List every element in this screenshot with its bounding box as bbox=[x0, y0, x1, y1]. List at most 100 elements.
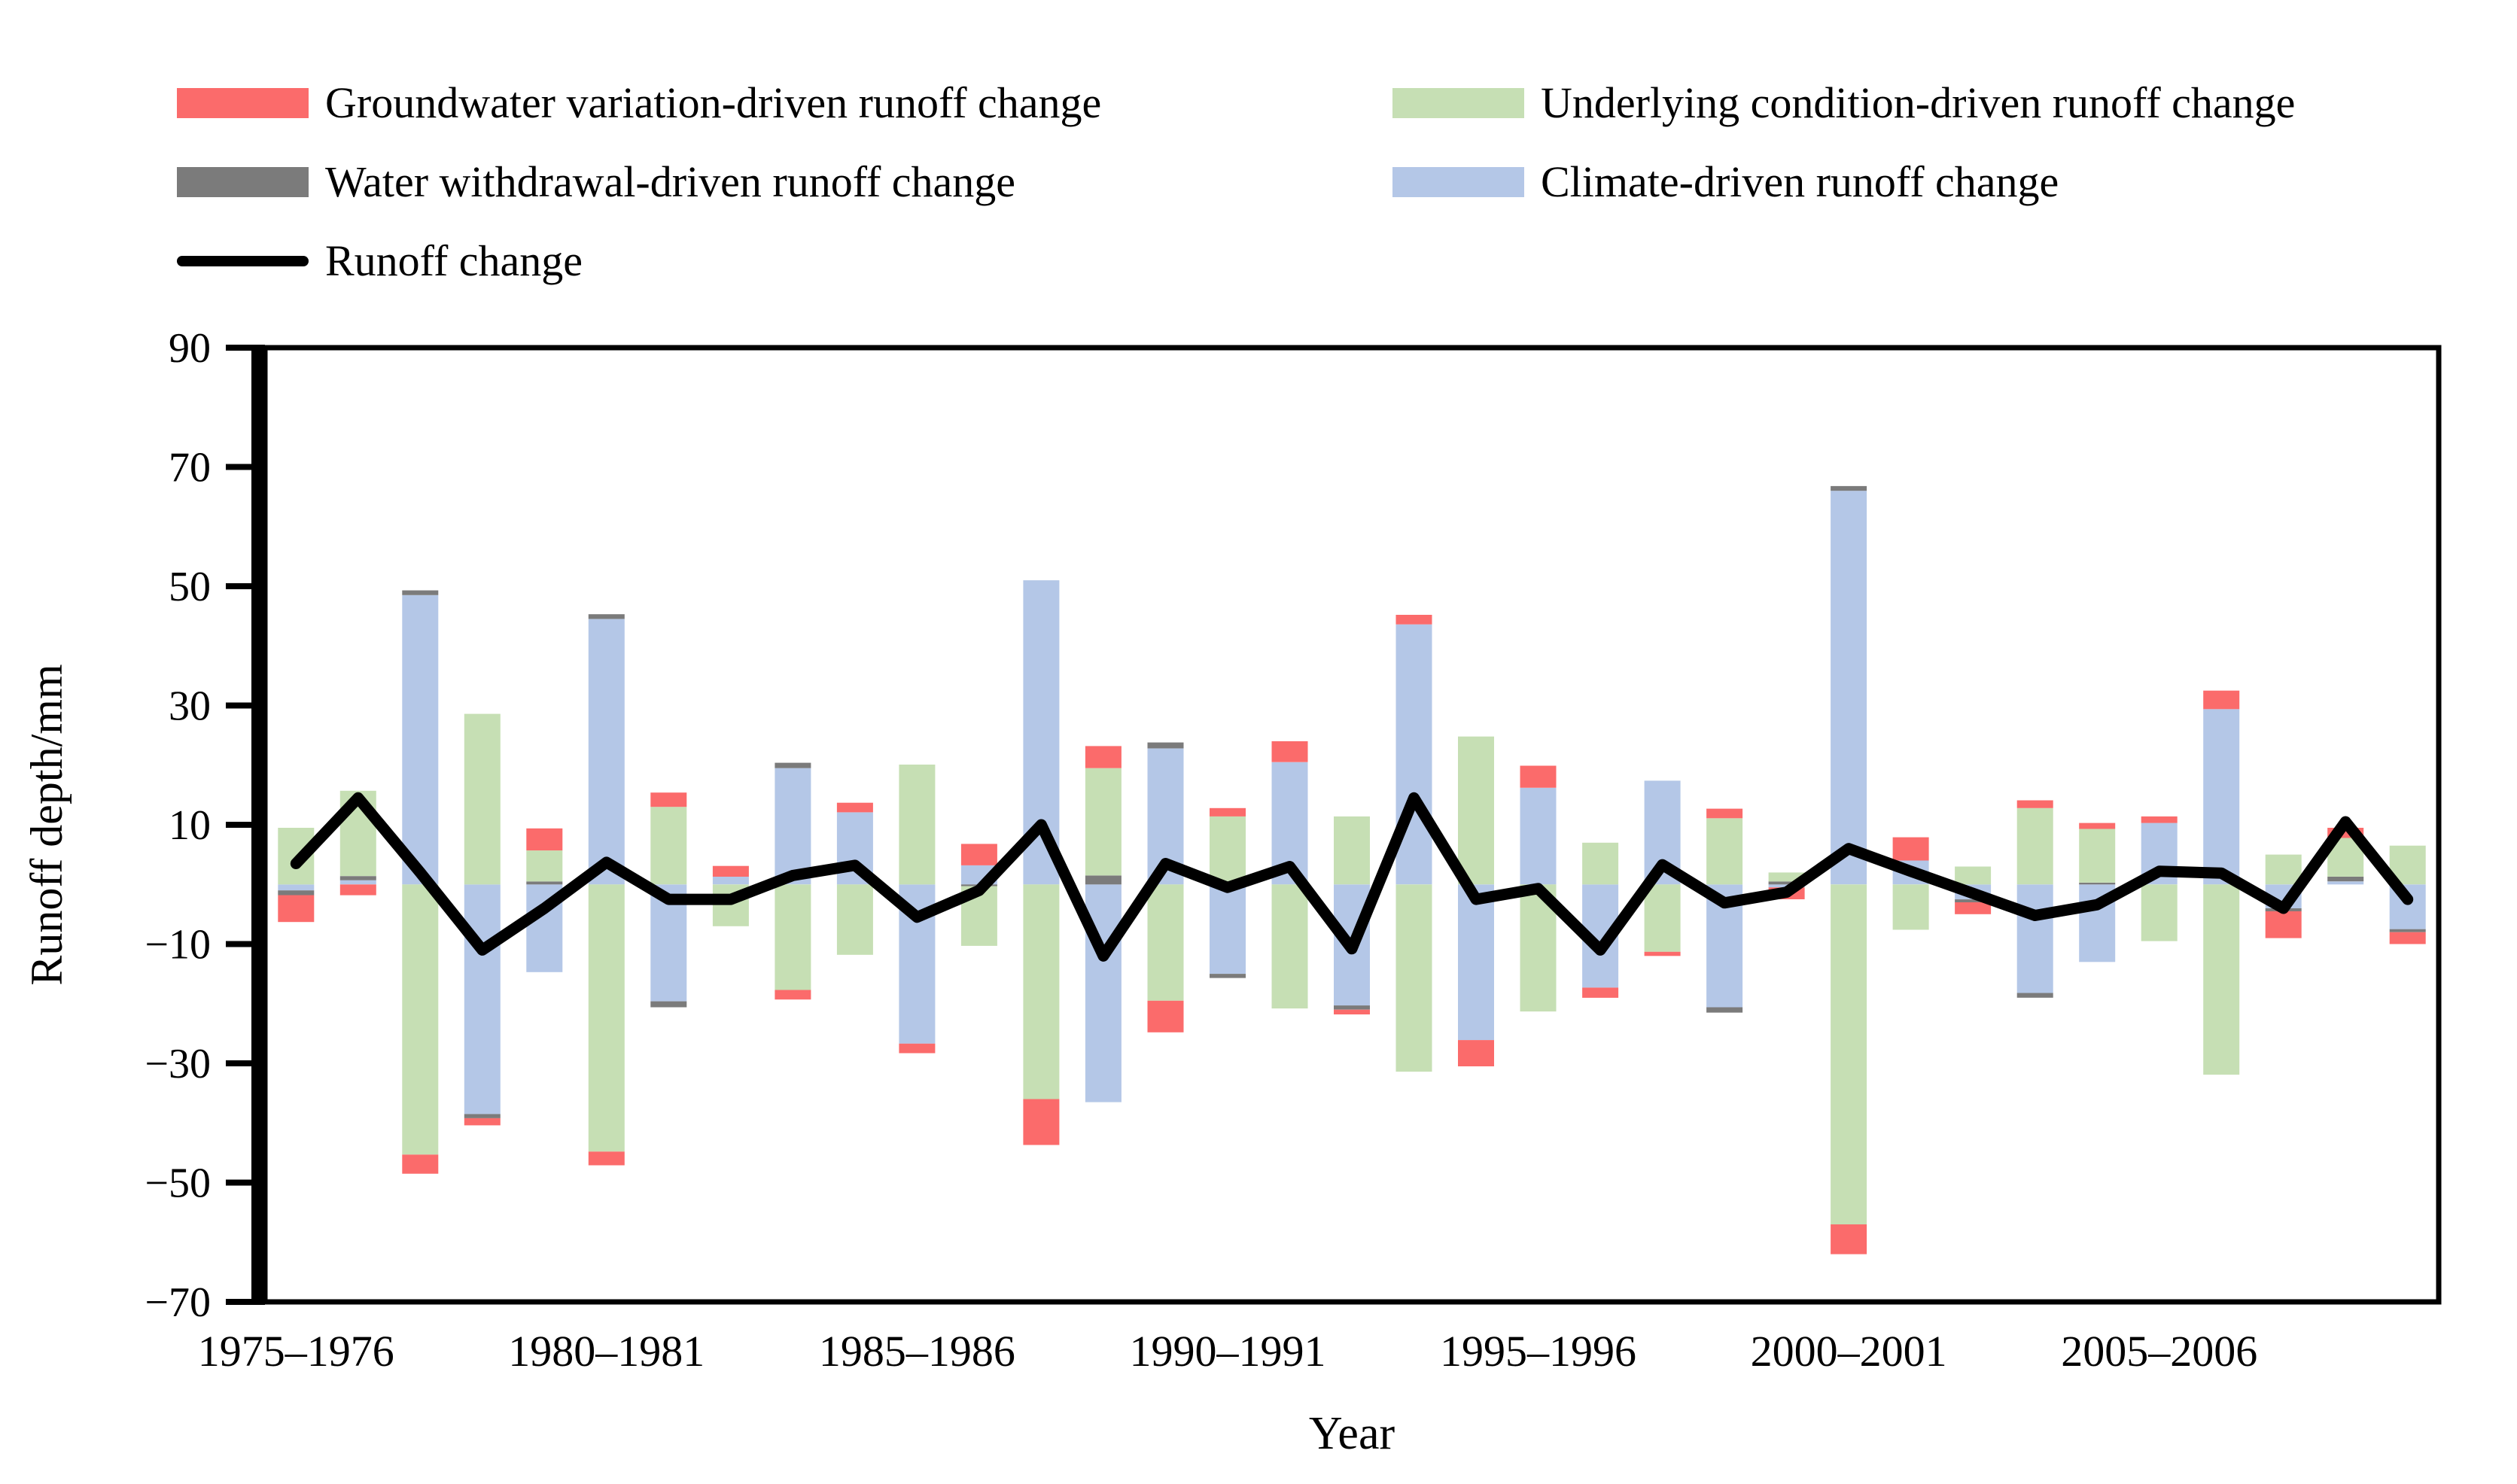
bar-segment bbox=[2141, 816, 2178, 823]
bar-segment bbox=[2016, 800, 2053, 808]
x-tick-label: 1990–1991 bbox=[1130, 1327, 1326, 1376]
legend-item: Underlying condition-driven runoff chang… bbox=[1392, 63, 2295, 142]
bar-segment bbox=[1023, 884, 1060, 1099]
bar-segment bbox=[1582, 842, 1619, 885]
bar-segment bbox=[2203, 884, 2240, 1075]
bar-segment bbox=[339, 884, 376, 896]
bar-segment bbox=[1706, 1007, 1743, 1013]
bar-segment bbox=[1458, 884, 1494, 1041]
bar-segment bbox=[2016, 884, 2053, 993]
red-box-swatch-icon bbox=[177, 87, 309, 118]
bar-segment bbox=[1334, 816, 1370, 885]
y-tick-label: −70 bbox=[145, 1279, 211, 1326]
x-tick-label: 1985–1986 bbox=[819, 1327, 1015, 1376]
bar-segment bbox=[836, 802, 873, 813]
bar-segment bbox=[2203, 690, 2240, 710]
bar-segment bbox=[1458, 1040, 1494, 1066]
bar-segment bbox=[1831, 491, 1867, 885]
legend-item-label: Underlying condition-driven runoff chang… bbox=[1541, 78, 2296, 127]
bar-segment bbox=[1395, 615, 1432, 625]
legend-item-label: Climate-driven runoff change bbox=[1541, 157, 2059, 206]
bar-segment bbox=[1892, 884, 1929, 930]
bar-segment bbox=[1582, 987, 1619, 998]
y-tick-label: −10 bbox=[145, 922, 211, 969]
bar-segment bbox=[1334, 1009, 1370, 1014]
bar-segment bbox=[960, 844, 997, 865]
legend-item-label: Water withdrawal-driven runoff change bbox=[325, 157, 1016, 206]
legend-item: Water withdrawal-driven runoff change bbox=[177, 142, 1101, 221]
legend-item-label: Runoff change bbox=[325, 236, 583, 285]
bar-segment bbox=[1458, 736, 1494, 885]
bar-segment bbox=[526, 850, 563, 882]
bar-segment bbox=[1271, 884, 1308, 1009]
bar-segment bbox=[1147, 742, 1184, 749]
bar-segment bbox=[1147, 1000, 1184, 1032]
bar-segment bbox=[2389, 929, 2426, 932]
bar-segment bbox=[650, 792, 687, 807]
bar-segment bbox=[339, 876, 376, 880]
legend-column-left: Groundwater variation-driven runoff chan… bbox=[177, 63, 1101, 300]
bar-segment bbox=[2327, 876, 2364, 882]
bar-segment bbox=[1520, 765, 1557, 788]
blue-box-swatch-icon bbox=[1392, 166, 1524, 197]
bar-segment bbox=[464, 713, 501, 885]
bar-segment bbox=[278, 890, 315, 896]
runoff-change-line bbox=[290, 792, 2414, 962]
bar-segment bbox=[464, 884, 501, 1115]
bar-segment bbox=[2016, 993, 2053, 998]
bar-segment bbox=[899, 765, 936, 885]
bar-segment bbox=[712, 865, 749, 877]
bar-segment bbox=[339, 880, 376, 885]
bar-segment bbox=[588, 614, 625, 619]
x-tick-label: 1975–1976 bbox=[198, 1327, 394, 1376]
bar-segment bbox=[712, 876, 749, 885]
bar-segment bbox=[1955, 899, 1992, 903]
bar-segment bbox=[899, 1043, 936, 1054]
bar-segment bbox=[278, 895, 315, 923]
bar-segment bbox=[464, 1118, 501, 1126]
legend: Groundwater variation-driven runoff chan… bbox=[0, 0, 2517, 301]
bar-segment bbox=[2079, 882, 2116, 885]
bar-segment bbox=[588, 619, 625, 885]
gray-box-swatch-icon bbox=[177, 166, 309, 197]
bar-segment bbox=[836, 884, 873, 955]
bar-segment bbox=[402, 595, 439, 885]
bar-segment bbox=[1210, 884, 1246, 975]
bar-segment bbox=[2079, 829, 2116, 883]
y-tick-label: 10 bbox=[169, 802, 211, 849]
bar-segment bbox=[1085, 875, 1122, 885]
bar-segment bbox=[1768, 872, 1805, 882]
bar-segment bbox=[1955, 866, 1992, 885]
bar-segment bbox=[775, 762, 811, 768]
bar-segment bbox=[1395, 884, 1432, 1072]
y-tick-label: −50 bbox=[145, 1160, 211, 1207]
bar-segment bbox=[402, 590, 439, 595]
bar-segment bbox=[1644, 951, 1681, 956]
bar-segment bbox=[775, 884, 811, 990]
bar-segment bbox=[1831, 884, 1867, 1224]
bar-segment bbox=[650, 1001, 687, 1008]
green-box-swatch-icon bbox=[1392, 87, 1524, 118]
bar-segment bbox=[1395, 624, 1432, 885]
x-axis-title: Year bbox=[1309, 1408, 1395, 1459]
bar-segment bbox=[1644, 884, 1681, 952]
bar-segment bbox=[526, 828, 563, 851]
runoff-change-line-layer bbox=[290, 792, 2414, 962]
stacked-bars-layer bbox=[278, 485, 2426, 1254]
bar-segment bbox=[1334, 1005, 1370, 1010]
bar-segment bbox=[1831, 485, 1867, 491]
bar-segment bbox=[775, 768, 811, 885]
bar-segment bbox=[1768, 881, 1805, 885]
bar-segment bbox=[2141, 884, 2178, 941]
legend-item: Groundwater variation-driven runoff chan… bbox=[177, 63, 1101, 142]
bar-segment bbox=[2016, 807, 2053, 885]
bar-segment bbox=[1210, 816, 1246, 885]
bar-segment bbox=[1892, 837, 1929, 861]
bar-segment bbox=[1210, 974, 1246, 978]
bar-segment bbox=[402, 884, 439, 1155]
y-axis-title: Runoff depth/mm bbox=[22, 664, 72, 985]
bar-segment bbox=[526, 881, 563, 885]
